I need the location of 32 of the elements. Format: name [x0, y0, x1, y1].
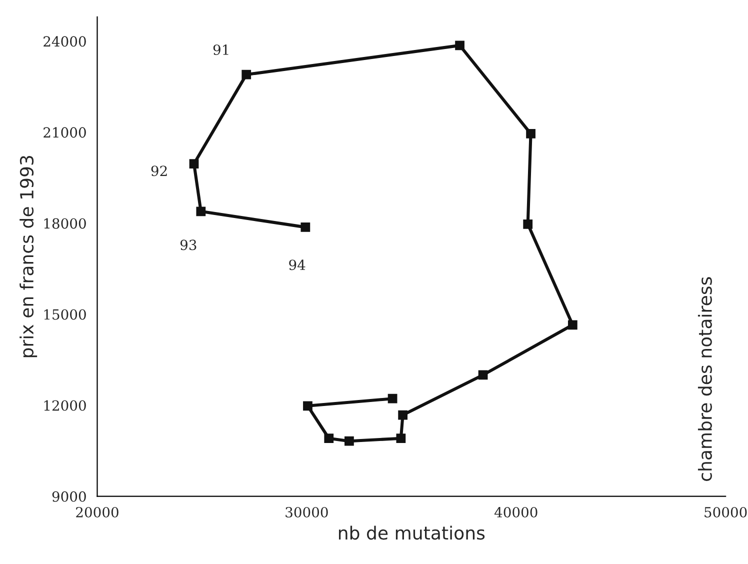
x-tick-label: 50000	[704, 506, 747, 518]
x-tick-label: 40000	[494, 506, 538, 518]
x-axis-title: nb de mutations	[338, 526, 485, 540]
y-tick-label: 15000	[44, 309, 86, 320]
y-tick-label: 18000	[44, 218, 86, 229]
point	[568, 320, 578, 330]
point	[344, 436, 354, 446]
point	[189, 159, 199, 168]
point	[398, 410, 408, 420]
y-tick-label: 24000	[44, 36, 86, 47]
annotation: 94	[289, 260, 306, 270]
annotation: 93	[180, 240, 196, 250]
point	[478, 370, 488, 380]
point	[523, 219, 533, 229]
annotation: 91	[213, 44, 228, 55]
point	[303, 401, 312, 411]
annotation: chambre des notairess	[698, 277, 712, 481]
y-tick-label: 21000	[44, 127, 86, 138]
y-tick-label: 9000	[52, 491, 86, 502]
annotation: 92	[151, 166, 167, 176]
point	[388, 394, 398, 404]
point	[300, 222, 310, 232]
point	[396, 434, 406, 444]
point	[455, 40, 464, 50]
point	[324, 434, 334, 444]
point	[196, 206, 206, 216]
point	[242, 70, 252, 80]
x-tick-label: 20000	[76, 506, 118, 518]
y-tick-label: 12000	[44, 400, 86, 411]
x-tick-label: 30000	[286, 506, 328, 518]
point	[526, 129, 536, 138]
y-axis-title: prix en francs de 1993	[20, 156, 38, 358]
